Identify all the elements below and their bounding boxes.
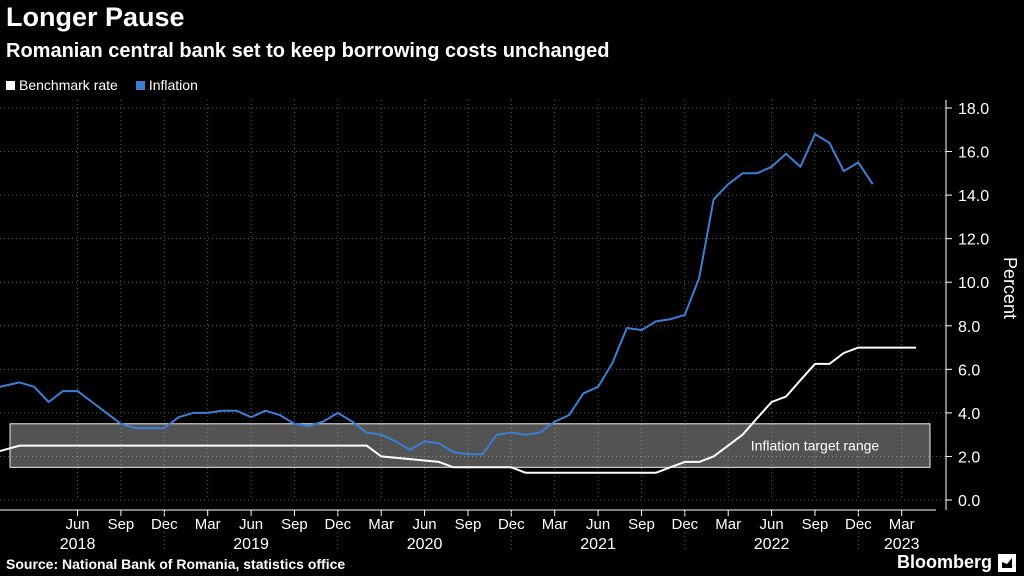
legend-item-benchmark: Benchmark rate	[6, 77, 118, 93]
target-range-label: Inflation target range	[751, 438, 880, 454]
xtick-label-15: Mar	[715, 516, 741, 533]
xtick-label-17: Sep	[802, 516, 829, 533]
ytick-label-3: 6.0	[958, 362, 980, 379]
xtick-label-1: Sep	[108, 516, 135, 533]
ytick-label-7: 14.0	[958, 188, 989, 205]
xtick-label-8: Jun	[412, 516, 436, 533]
legend-item-inflation: Inflation	[135, 77, 198, 93]
ytick-label-6: 12.0	[958, 232, 989, 249]
ytick-label-5: 10.0	[958, 275, 989, 292]
xtick-label-3: Mar	[195, 516, 221, 533]
xtick-label-13: Sep	[628, 516, 655, 533]
source-note: Source: National Bank of Romania, statis…	[6, 556, 346, 572]
chart-subtitle: Romanian central bank set to keep borrow…	[6, 40, 610, 62]
year-label-2: 2020	[407, 536, 443, 553]
series-line-benchmark-rate	[0, 346, 917, 474]
year-label-3: 2021	[580, 536, 616, 553]
legend-swatch-benchmark	[6, 80, 15, 90]
xtick-label-11: Mar	[542, 516, 568, 533]
xtick-label-4: Jun	[239, 516, 263, 533]
legend-label-benchmark: Benchmark rate	[19, 77, 118, 93]
ytick-label-8: 16.0	[958, 145, 989, 162]
xtick-label-9: Sep	[455, 516, 482, 533]
xtick-label-5: Sep	[281, 516, 308, 533]
legend-swatch-inflation	[135, 80, 145, 90]
ytick-label-4: 8.0	[958, 319, 980, 336]
year-label-0: 2018	[60, 536, 96, 553]
ytick-label-0: 0.0	[958, 493, 980, 510]
year-label-1: 2019	[233, 536, 269, 553]
xtick-label-7: Mar	[368, 516, 394, 533]
year-label-4: 2022	[754, 536, 790, 553]
chart-title: Longer Pause	[6, 2, 185, 32]
y-axis-title: Percent	[1000, 257, 1020, 319]
ytick-label-2: 4.0	[958, 406, 980, 423]
legend: Benchmark rate Inflation	[6, 77, 198, 93]
legend-label-inflation: Inflation	[148, 77, 198, 93]
ytick-label-9: 18.0	[958, 101, 989, 118]
brand-name: Bloomberg	[896, 552, 992, 572]
xtick-label-12: Jun	[586, 516, 610, 533]
series-line-inflation	[0, 133, 874, 456]
xtick-label-19: Mar	[889, 516, 915, 533]
bloomberg-logo-icon	[998, 554, 1016, 572]
ytick-label-1: 2.0	[958, 449, 980, 466]
xtick-label-0: Jun	[65, 516, 89, 533]
year-label-5: 2023	[884, 536, 920, 553]
xtick-label-16: Jun	[759, 516, 783, 533]
